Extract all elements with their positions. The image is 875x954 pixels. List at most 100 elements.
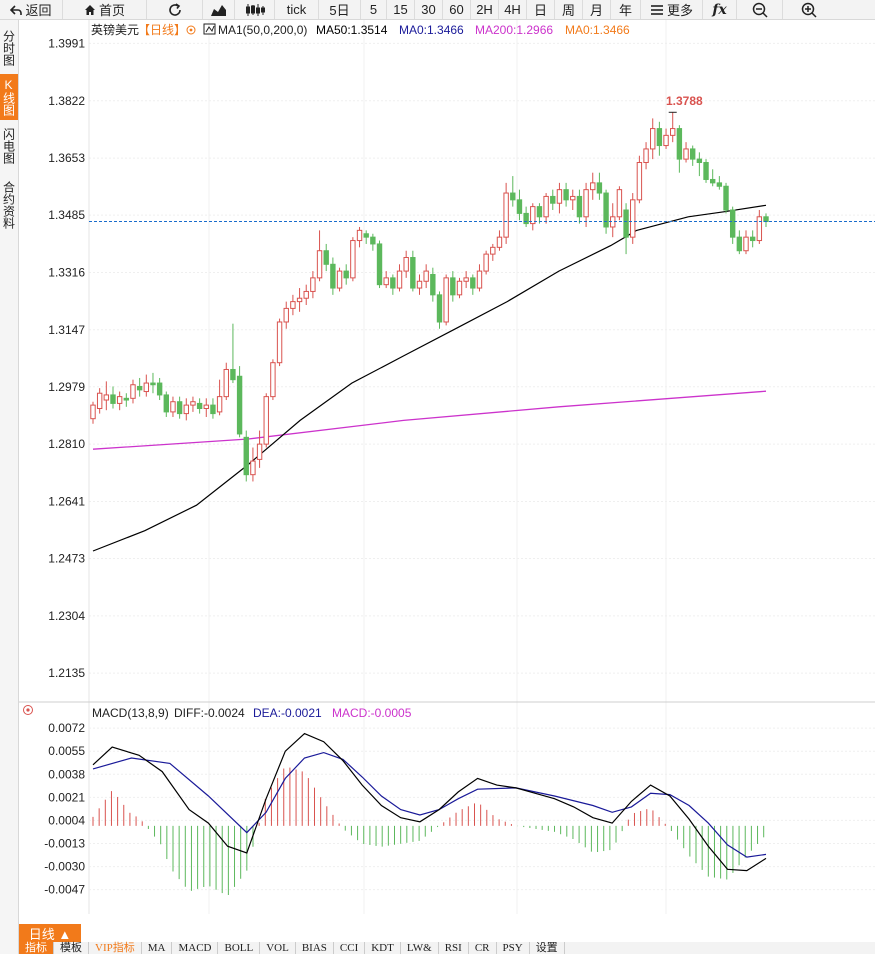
period-60min[interactable]: 60 (443, 0, 471, 19)
ma50-value: MA50:1.3514 (316, 23, 388, 37)
candle-down (676, 128, 683, 160)
candle-down (370, 236, 376, 245)
candle-up (663, 134, 669, 147)
formula-button[interactable]: fx (703, 0, 737, 19)
candle-up (756, 216, 763, 242)
macd-tick-label: -0.0013 (44, 837, 85, 851)
tab-boll[interactable]: BOLL (218, 942, 261, 954)
tab-vip-indicators[interactable]: VIP指标 (89, 942, 142, 954)
chart-area[interactable]: 1.3991 1.3822 1.3653 1.3485 1.3316 1.3147 1.29… (19, 20, 875, 937)
candle-down (536, 206, 543, 218)
tab-ma[interactable]: MA (142, 942, 173, 954)
candle-up (483, 253, 489, 272)
indicator-edit-icon[interactable] (203, 23, 216, 35)
macd-settings-icon[interactable] (23, 705, 33, 715)
candle-up (90, 404, 96, 420)
candle-up (223, 368, 229, 398)
candle-up (250, 460, 256, 476)
candle-down (390, 277, 396, 289)
candle-down (736, 236, 743, 252)
candle-down (470, 277, 476, 289)
candle-down (236, 375, 243, 435)
candle-down (696, 158, 703, 164)
sidebar-item-contract-info[interactable]: 合约资料 (1, 181, 16, 229)
zoom-in-icon (801, 2, 817, 18)
kline-chart[interactable]: 1.3991 1.3822 1.3653 1.3485 1.3316 1.3147 1.29… (19, 20, 875, 937)
tab-indicators[interactable]: 指标 (19, 942, 54, 954)
period-label: 【日线】 (138, 23, 186, 37)
candle-up (543, 195, 549, 218)
tab-kdt[interactable]: KDT (365, 942, 401, 954)
zoom-out-button[interactable] (737, 0, 783, 19)
settings-dot-icon[interactable] (186, 25, 196, 35)
price-tick-label: 1.3147 (48, 323, 85, 337)
tab-bias[interactable]: BIAS (296, 942, 334, 954)
period-4h[interactable]: 4H (499, 0, 527, 19)
candle-up (670, 128, 676, 136)
tab-vol[interactable]: VOL (260, 942, 296, 954)
tab-psy[interactable]: PSY (497, 942, 530, 954)
period-year[interactable]: 年 (611, 0, 641, 19)
candle-up (256, 443, 263, 460)
price-tick-label: 1.2810 (48, 437, 85, 451)
back-button[interactable]: 返回 (0, 0, 63, 19)
tab-rsi[interactable]: RSI (439, 942, 469, 954)
chart-type-button[interactable] (203, 0, 235, 19)
candle-up (170, 401, 176, 413)
macd-hist-value: MACD:-0.0005 (332, 706, 412, 720)
sidebar-item-flash[interactable]: 闪电图 (1, 128, 16, 164)
candle-down (376, 243, 383, 286)
tab-settings[interactable]: 设置 (530, 942, 565, 954)
candle-style-button[interactable] (235, 0, 275, 19)
candle-up (303, 290, 309, 299)
period-15min[interactable]: 15 (387, 0, 415, 19)
candle-down (156, 382, 163, 396)
period-week[interactable]: 周 (555, 0, 583, 19)
tab-macd[interactable]: MACD (172, 942, 219, 954)
ma-indicator-name: MA1(50,0,200,0) (218, 23, 307, 37)
more-button[interactable]: 更多 (641, 0, 703, 19)
period-tick[interactable]: tick (275, 0, 319, 19)
candle-up (570, 195, 576, 201)
sidebar-item-timeshare[interactable]: 分时图 (1, 30, 16, 66)
period-5day[interactable]: 5日 (319, 0, 361, 19)
candle-up (643, 148, 649, 164)
sidebar-item-kline[interactable]: K线图 (0, 74, 18, 120)
macd-tick-label: 0.0004 (48, 813, 85, 827)
period-2h[interactable]: 2H (471, 0, 499, 19)
candle-down (110, 394, 116, 404)
home-button[interactable]: 首页 (63, 0, 147, 19)
candle-up (350, 240, 356, 279)
tab-cr[interactable]: CR (469, 942, 497, 954)
period-5min[interactable]: 5 (361, 0, 387, 19)
period-day[interactable]: 日 (527, 0, 555, 19)
price-tick-label: 1.3653 (48, 151, 85, 165)
candle-down (163, 394, 169, 413)
candle-down (716, 182, 723, 187)
candle-up (183, 404, 189, 415)
tab-lw[interactable]: LW& (401, 942, 439, 954)
macd-tick-label: 0.0055 (48, 744, 85, 758)
period-30min[interactable]: 30 (415, 0, 443, 19)
candle-down (749, 236, 756, 242)
refresh-button[interactable] (147, 0, 203, 19)
candle-down (123, 397, 130, 401)
candle-down (576, 195, 583, 218)
candle-up (336, 270, 343, 289)
price-tick-label: 1.3822 (48, 94, 85, 108)
candle-up (296, 297, 303, 303)
macd-tick-label: -0.0030 (44, 860, 85, 874)
zoom-in-button[interactable] (783, 0, 835, 19)
price-tick-label: 1.3991 (48, 36, 85, 50)
period-month[interactable]: 月 (583, 0, 611, 19)
candle-down (450, 277, 456, 296)
candle-down (623, 209, 629, 238)
candle-down (703, 162, 709, 180)
tab-template[interactable]: 模板 (54, 942, 89, 954)
tab-cci[interactable]: CCI (334, 942, 366, 954)
high-price-label: 1.3788 (666, 94, 703, 108)
candle-down (136, 385, 143, 391)
price-tick-label: 1.3485 (48, 208, 85, 222)
period-selector[interactable]: 日线 ▲ (19, 924, 81, 942)
candle-up (130, 384, 136, 399)
